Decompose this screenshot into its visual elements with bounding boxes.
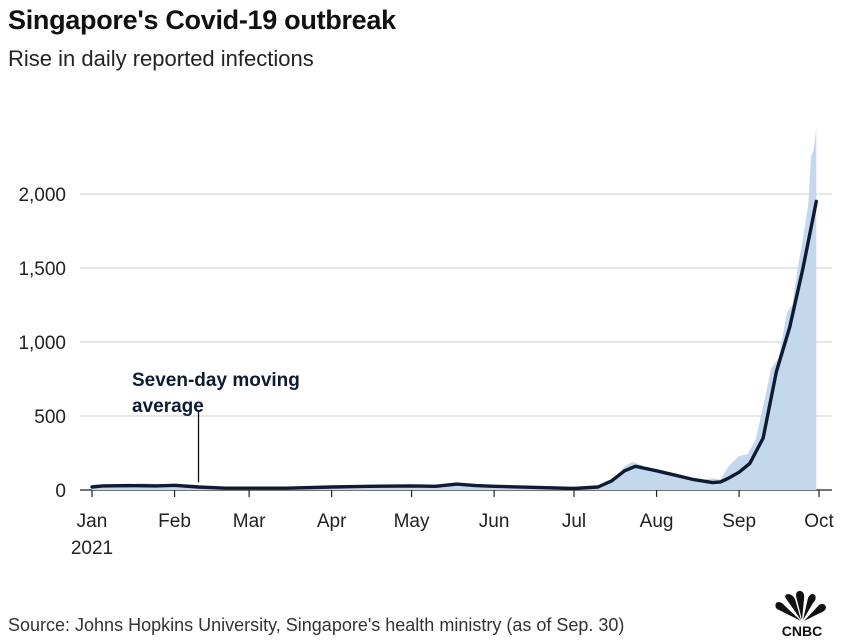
x-tick-label: Sep	[722, 511, 756, 532]
y-tick-label: 500	[34, 407, 66, 428]
x-tick-label: Apr	[317, 511, 347, 532]
x-tick-label: Feb	[158, 511, 191, 532]
seven-day-average-line	[90, 199, 818, 491]
area-series	[92, 127, 817, 491]
y-tick-label: 0	[55, 481, 66, 502]
y-tick-label: 2,000	[18, 185, 66, 206]
moving-average-series	[90, 199, 818, 491]
x-tick-label: Jul	[562, 511, 586, 532]
grid-lines	[80, 193, 832, 491]
x-tick-label: Mar	[233, 511, 266, 532]
annotation: Seven-day moving average	[132, 370, 300, 483]
annotation-label: average	[132, 396, 204, 417]
x-tick-label: Aug	[640, 511, 674, 532]
source-note: Source: Johns Hopkins University, Singap…	[8, 615, 625, 635]
axes: 0 500 1,000 1,500 2,000 Jan Feb Mar Apr May Jun Jul…	[18, 185, 834, 559]
cnbc-peacock-logo-icon: CNBC	[775, 590, 826, 639]
x-tick-label: Jan	[77, 511, 108, 532]
logo-wordmark: CNBC	[782, 623, 822, 639]
chart-subtitle: Rise in daily reported infections	[8, 46, 314, 71]
y-tick-label: 1,500	[18, 259, 66, 280]
annotation-label: Seven-day moving	[132, 370, 300, 391]
y-tick-label: 1,000	[18, 333, 66, 354]
daily-infections-area	[92, 127, 817, 491]
x-year-label: 2021	[71, 538, 113, 559]
x-tick-label: May	[394, 511, 430, 532]
x-tick-label: Jun	[479, 511, 510, 532]
chart-plot: 0 500 1,000 1,500 2,000 Jan Feb Mar Apr May Jun Jul…	[18, 127, 834, 559]
x-tick-label: Oct	[804, 511, 834, 532]
chart-title: Singapore's Covid-19 outbreak	[8, 5, 396, 35]
